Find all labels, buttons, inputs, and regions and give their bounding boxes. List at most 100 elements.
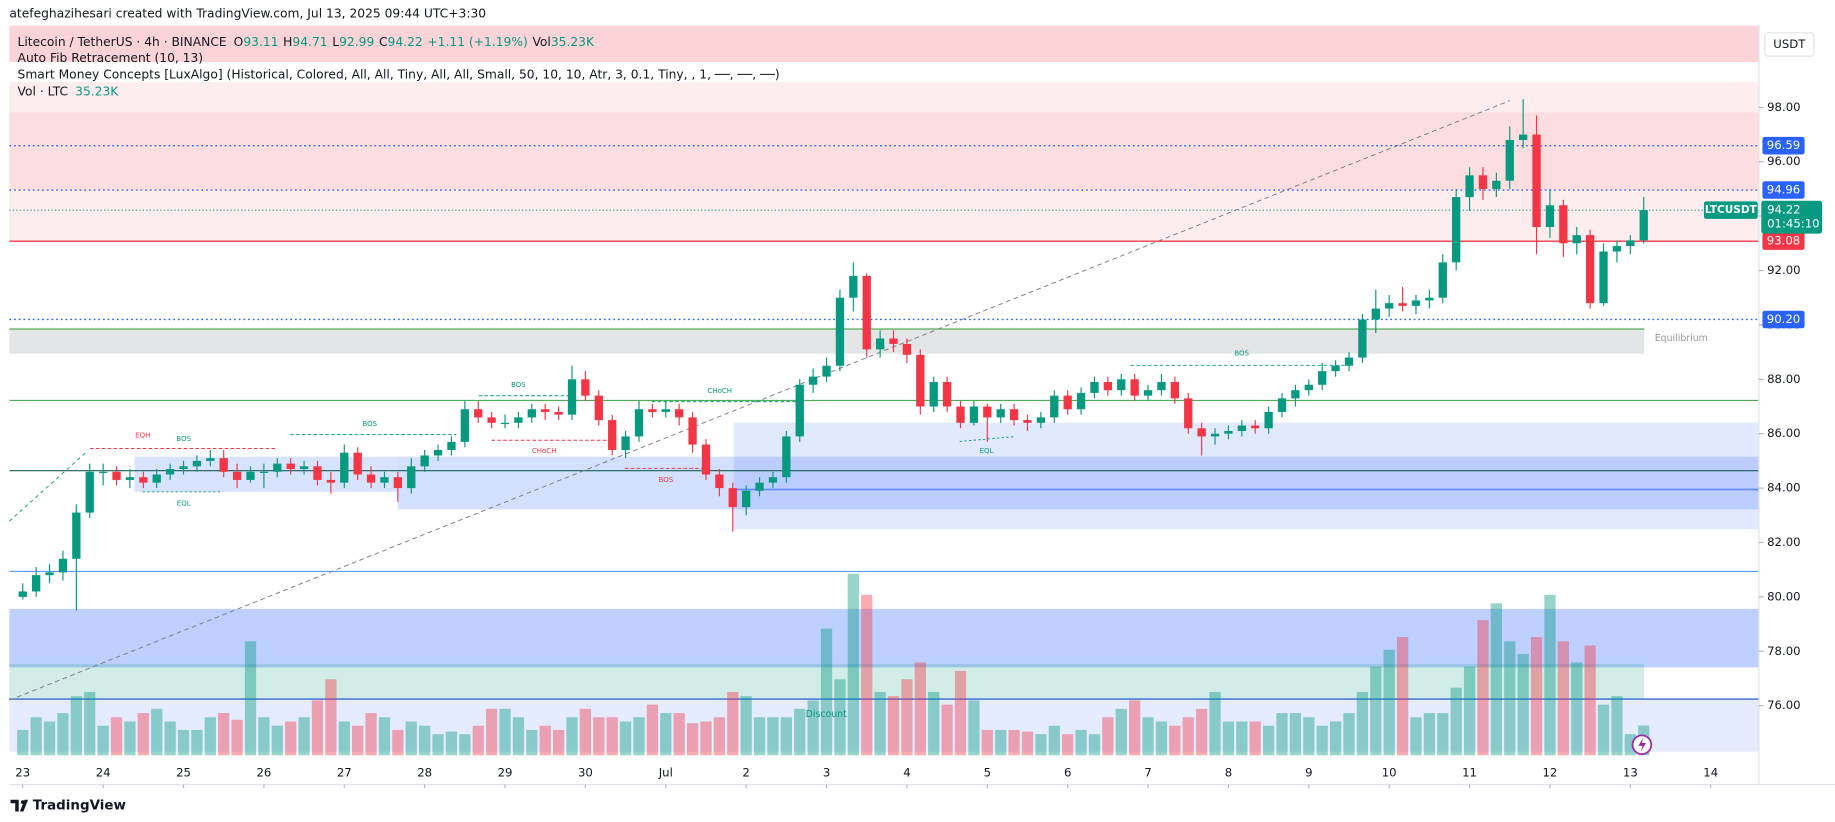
candle-body	[862, 275, 871, 350]
volume-bar	[901, 679, 913, 756]
volume-bar	[874, 691, 886, 756]
candle-body	[621, 436, 630, 451]
candle-body	[259, 471, 269, 473]
volume-bar	[445, 731, 458, 756]
volume-bar	[1222, 721, 1235, 756]
y-tick-label: 96.00	[1767, 154, 1800, 168]
volume-bar	[432, 734, 444, 756]
volume-bar	[164, 721, 176, 756]
annotations: EQH BOS EQL BOS BOS CHoCH CHoCH BOS EQL …	[135, 333, 1708, 720]
volume-bar	[191, 729, 203, 756]
candle-body	[1639, 210, 1648, 241]
y-tick-label: 88.00	[1767, 372, 1800, 386]
candle-body	[688, 417, 697, 445]
candle-body	[72, 512, 81, 559]
volume-bar	[43, 721, 56, 756]
volume-bar	[1504, 641, 1516, 756]
candle-body	[701, 444, 711, 475]
order-block	[733, 422, 1759, 530]
candle-body	[1585, 235, 1595, 304]
candle-body	[1411, 300, 1421, 306]
candle-body	[581, 379, 590, 396]
symbol-label: LTCUSDT	[1705, 204, 1758, 216]
annotation: Equilibrium	[1655, 333, 1708, 344]
x-tick-label: 11	[1462, 765, 1477, 779]
candle-body	[1371, 308, 1380, 320]
candle-body	[1277, 398, 1287, 412]
annotation: BOS	[362, 419, 377, 428]
volume-bar	[405, 721, 417, 756]
volume-bar	[1249, 721, 1261, 756]
x-tick-label: 4	[903, 765, 910, 779]
currency-button[interactable]	[1764, 32, 1815, 57]
structure-line	[9, 450, 89, 522]
volume-bar	[1088, 734, 1101, 756]
volume-bar	[244, 641, 257, 756]
candle-body	[1036, 417, 1046, 423]
candle-body	[1559, 205, 1568, 244]
x-tick-label: 30	[578, 765, 593, 779]
volume-bar	[1035, 734, 1047, 756]
fib-trend-line	[9, 100, 1510, 701]
candle-body	[648, 409, 657, 412]
candle-body	[969, 406, 979, 423]
volume-bar	[954, 670, 967, 756]
candle-body	[1143, 390, 1153, 396]
volume-bar	[1410, 717, 1422, 756]
volume-bar	[30, 717, 42, 756]
annotation: EQH	[135, 431, 150, 440]
candle-body	[179, 466, 188, 470]
volume-bar	[995, 729, 1007, 756]
volume-bar	[110, 717, 123, 756]
price-label: 90.20	[1767, 312, 1800, 326]
x-tick-label: 24	[96, 765, 111, 779]
volume-bar	[593, 717, 605, 756]
volume-bar	[365, 713, 377, 756]
candle-body	[353, 452, 362, 475]
currency[interactable]: USDT	[1773, 37, 1806, 51]
volume-bar	[499, 708, 511, 756]
volume-bar	[1182, 717, 1194, 756]
candle-body	[1385, 303, 1394, 309]
volume-bar	[271, 725, 283, 756]
volume-bar	[298, 717, 310, 756]
candle-body	[1023, 420, 1032, 423]
candle-body	[85, 471, 94, 513]
price-label-box	[1762, 232, 1805, 250]
candle-body	[340, 452, 349, 483]
annotation: BOS	[1234, 349, 1249, 358]
volume-bar	[1571, 662, 1583, 756]
volume-bar	[1423, 713, 1436, 756]
candle-body	[1103, 382, 1113, 391]
annotation: EQL	[177, 499, 191, 508]
candle-body	[1076, 392, 1086, 410]
volume-bar	[472, 725, 484, 756]
volume-bar	[1530, 637, 1543, 756]
candle-body	[407, 466, 416, 489]
volume-bar	[1329, 721, 1342, 756]
volume-bar	[566, 717, 578, 756]
volume-bar	[204, 717, 216, 756]
countdown: 01:45:10	[1767, 217, 1819, 231]
x-tick-label: 5	[984, 765, 991, 779]
candle-body	[380, 477, 389, 483]
volume-bar	[1477, 620, 1489, 756]
ohlc-key: H	[283, 35, 292, 49]
candle-body	[554, 411, 563, 415]
volume-bar	[352, 725, 364, 756]
volume-bar	[1021, 731, 1034, 756]
volume-bar	[392, 729, 404, 756]
volume-bar	[70, 696, 82, 756]
candle-body	[902, 343, 912, 355]
price-label: 94.96	[1767, 183, 1800, 197]
volume-bar	[941, 704, 953, 756]
equilibrium-zone	[9, 327, 1645, 354]
candle-body	[1492, 180, 1501, 189]
volume-bar	[1544, 594, 1556, 756]
candle-body	[1224, 430, 1233, 434]
candle-body	[1318, 371, 1327, 385]
volume-bar	[660, 713, 672, 756]
volume-bar	[539, 725, 551, 756]
candle-body	[460, 409, 469, 442]
order-block	[9, 608, 1759, 668]
